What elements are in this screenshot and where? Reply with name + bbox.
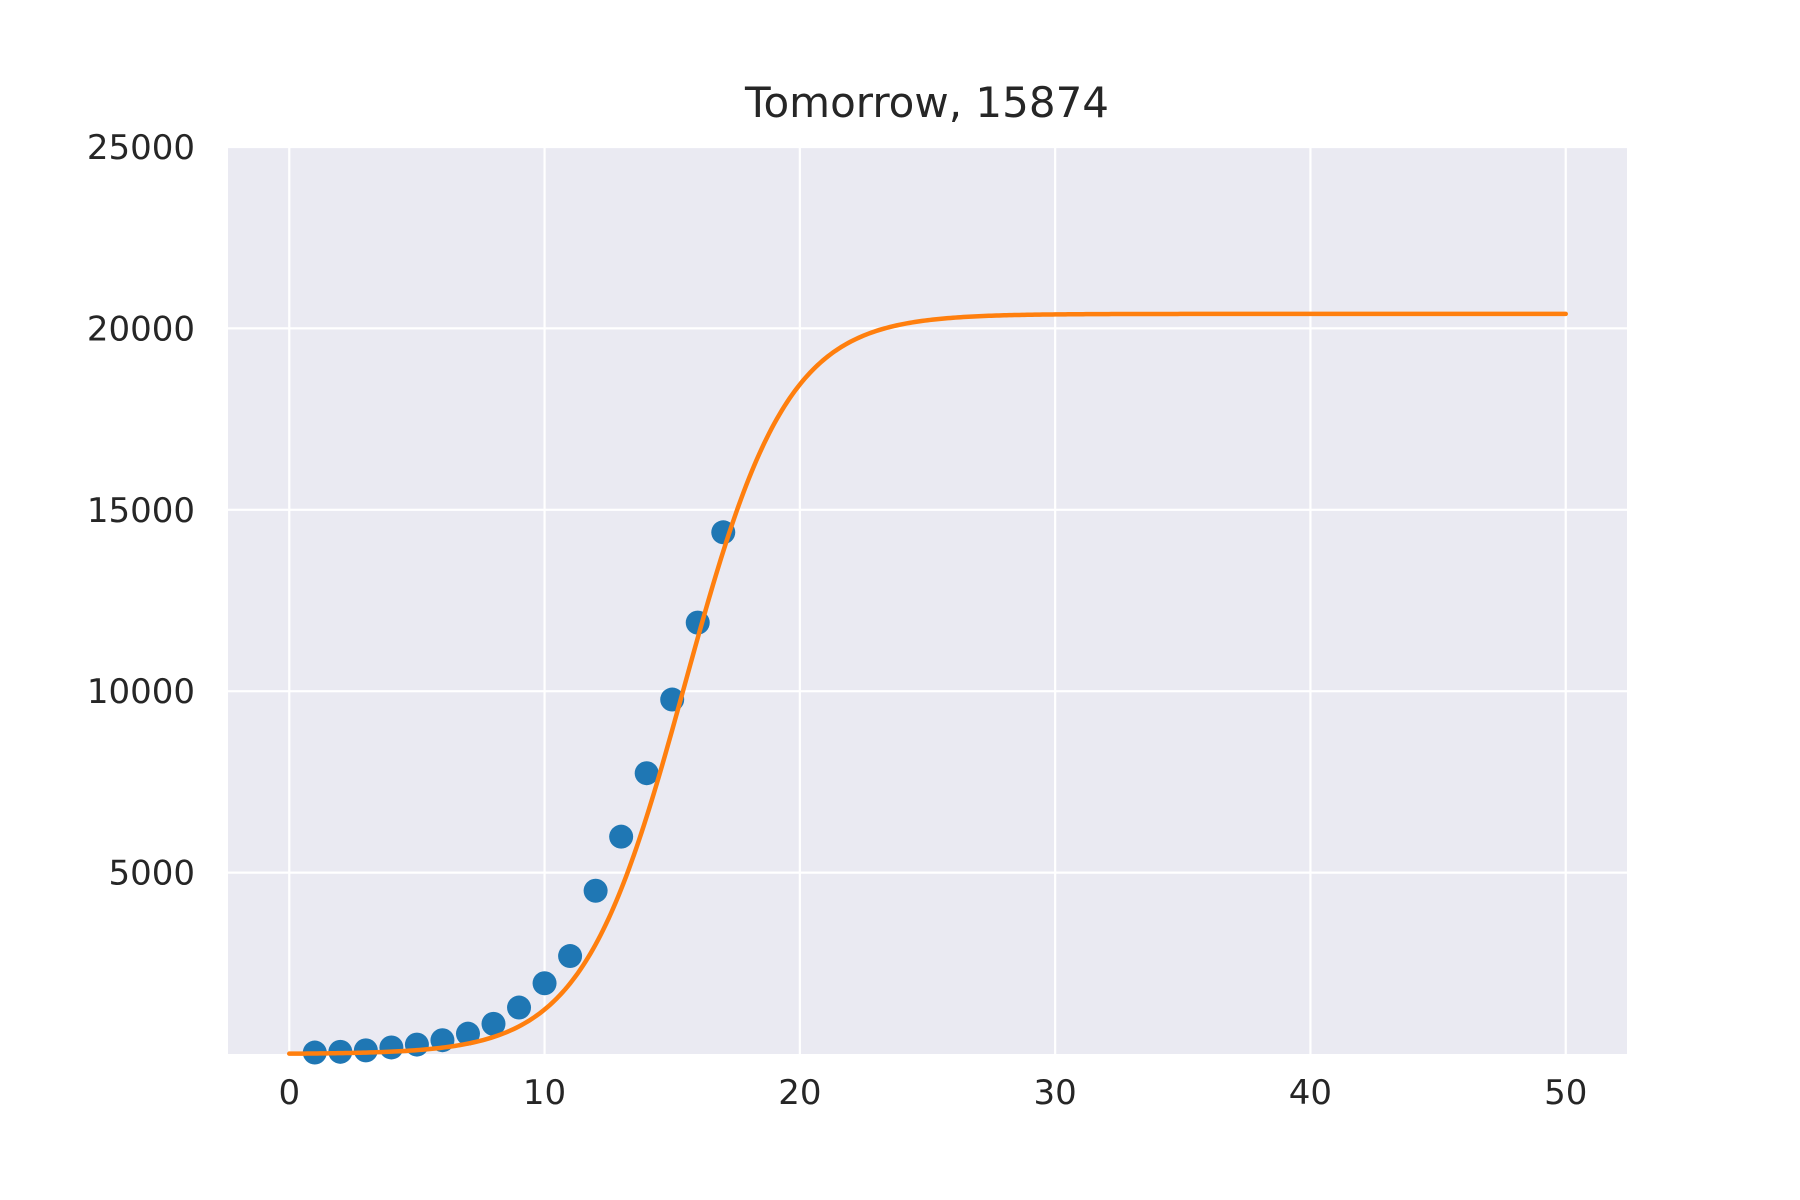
- x-tick-label: 30: [1034, 1073, 1077, 1113]
- fit-curve: [287, 311, 1568, 1056]
- x-tick-label: 10: [523, 1073, 566, 1113]
- x-tick-label: 50: [1544, 1073, 1587, 1113]
- data-point: [532, 971, 557, 996]
- data-point: [507, 995, 532, 1020]
- x-tick-label: 40: [1289, 1073, 1332, 1113]
- data-point: [558, 944, 583, 969]
- y-tick-label: 5000: [108, 854, 195, 894]
- x-axis-ticks: 0 10 20 30 40 50: [278, 1073, 1587, 1113]
- y-tick-label: 25000: [87, 128, 195, 168]
- data-point: [481, 1011, 506, 1036]
- y-tick-label: 20000: [87, 309, 195, 349]
- plot-background: [228, 147, 1627, 1054]
- chart-title: Tomorrow, 15874: [744, 78, 1109, 127]
- x-tick-label: 20: [778, 1073, 821, 1113]
- y-tick-label: 10000: [87, 672, 195, 712]
- data-point: [583, 878, 608, 903]
- x-tick-label: 0: [278, 1073, 300, 1113]
- y-tick-label: 15000: [87, 491, 195, 531]
- data-point: [455, 1021, 480, 1046]
- y-axis-ticks: 5000 10000 15000 20000 25000: [87, 128, 195, 894]
- data-point: [609, 824, 634, 849]
- grid: [228, 145, 1627, 1054]
- data-point: [634, 761, 659, 786]
- data-point: [379, 1035, 404, 1060]
